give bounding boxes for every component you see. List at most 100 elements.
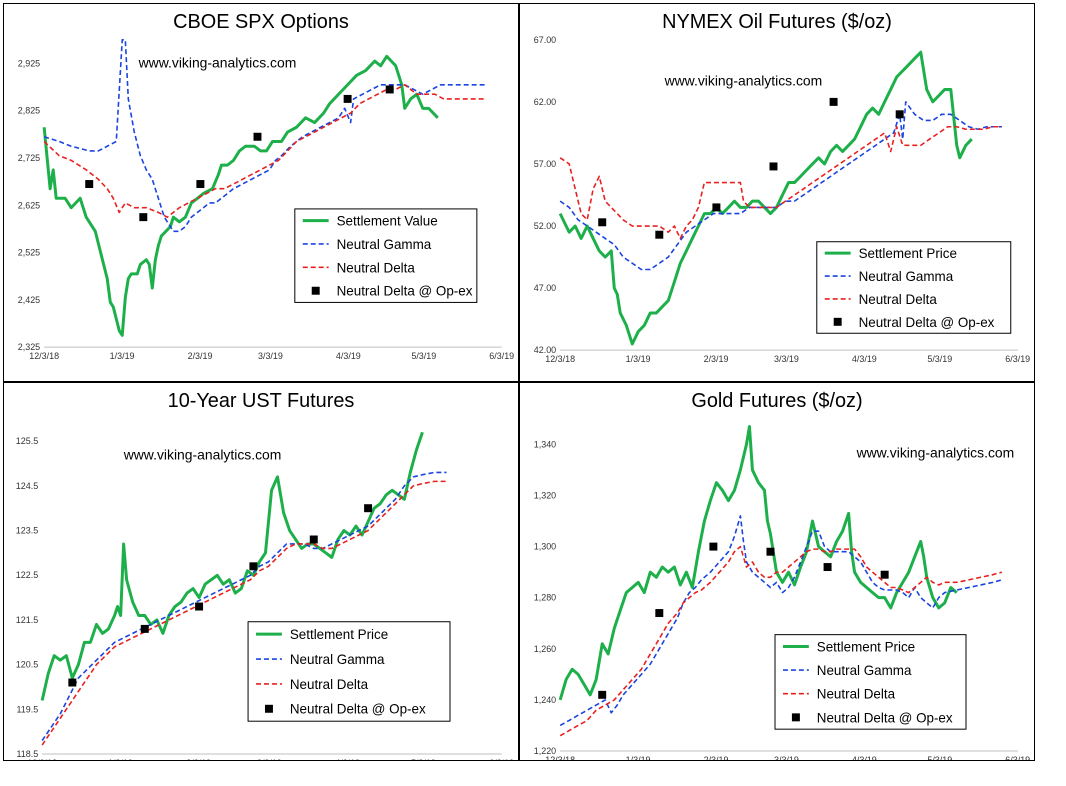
legend-label: Neutral Gamma [817, 663, 912, 678]
op-ex-marker [769, 162, 778, 171]
op-ex-marker [364, 504, 373, 513]
legend-marker-swatch [833, 317, 842, 326]
chart-title: Gold Futures ($/oz) [691, 390, 862, 412]
x-tick-label: 5/3/19 [927, 755, 952, 760]
x-tick-label: 4/3/19 [852, 354, 877, 364]
x-tick-label: 2/3/19 [704, 755, 729, 760]
x-tick-label: 12/3/18 [29, 351, 59, 361]
chart-title: 10-Year UST Futures [168, 390, 355, 412]
settlement-series-line [42, 54, 439, 337]
legend-label: Neutral Gamma [337, 237, 432, 252]
y-tick-label: 2,525 [18, 248, 40, 258]
watermark-text: www.viking-analytics.com [856, 445, 1015, 461]
y-tick-label: 2,325 [18, 342, 40, 352]
x-tick-label: 5/3/19 [927, 354, 952, 364]
ust-chart: 10-Year UST Futures www.viking-analytics.… [16, 390, 514, 760]
spx-chart: CBOE SPX Options www.viking-analytics.com… [18, 11, 514, 361]
oil-chart: NYMEX Oil Futures ($/oz) www.viking-analy… [534, 11, 1030, 364]
x-tick-label: 1/3/19 [110, 351, 135, 361]
x-tick-label: 2/3/19 [186, 758, 211, 760]
legend-label: Neutral Delta [859, 292, 938, 307]
legend-label: Neutral Delta @ Op-ex [290, 702, 426, 717]
y-tick-label: 62.00 [534, 97, 556, 107]
y-tick-label: 67.00 [534, 35, 556, 45]
op-ex-marker [598, 690, 607, 699]
op-ex-marker [655, 230, 664, 239]
legend-marker-swatch [791, 713, 800, 722]
x-tick-label: 1/3/19 [108, 758, 133, 760]
legend: Settlement Price Neutral Gamma Neutral Del… [774, 634, 967, 730]
watermark-text: www.viking-analytics.com [123, 447, 282, 463]
y-tick-label: 1,320 [534, 490, 556, 500]
legend-label: Neutral Gamma [290, 652, 385, 667]
op-ex-marker [598, 218, 607, 227]
legend-label: Neutral Delta @ Op-ex [817, 710, 953, 725]
y-tick-label: 42.00 [534, 345, 556, 355]
x-tick-label: 4/3/19 [336, 351, 361, 361]
chart-panel-spx: CBOE SPX Options www.viking-analytics.com… [3, 3, 519, 382]
op-ex-marker [139, 213, 148, 222]
y-tick-label: 52.00 [534, 221, 556, 231]
chart-panel-oil: NYMEX Oil Futures ($/oz) www.viking-analy… [519, 3, 1035, 382]
settlement-series-line [558, 424, 958, 701]
x-tick-label: 6/3/19 [1005, 354, 1030, 364]
chart-panel-ust: 10-Year UST Futures www.viking-analytics.… [3, 382, 519, 761]
legend-label: Neutral Gamma [859, 269, 954, 284]
y-tick-label: 57.00 [534, 159, 556, 169]
neutral-delta-series-line [41, 480, 447, 746]
watermark-text: www.viking-analytics.com [138, 55, 297, 71]
op-ex-marker [68, 678, 77, 687]
y-tick-label: 118.5 [16, 749, 38, 759]
op-ex-marker [823, 563, 832, 572]
y-tick-label: 124.5 [16, 481, 38, 491]
y-tick-label: 47.00 [534, 283, 556, 293]
settlement-series-line [558, 50, 973, 346]
legend: Settlement Value Neutral Gamma Neutral Del… [294, 208, 478, 303]
y-tick-label: 120.5 [16, 660, 38, 670]
legend-box [774, 634, 967, 730]
x-tick-label: 6/3/19 [1005, 755, 1030, 760]
x-tick-label: 12/3/18 [545, 755, 575, 760]
x-tick-label: 6/3/19 [489, 351, 514, 361]
x-tick-label: 1/3/19 [626, 755, 651, 760]
op-ex-marker [895, 110, 904, 119]
y-tick-label: 122.5 [16, 570, 38, 580]
op-ex-marker [343, 94, 352, 103]
y-tick-label: 2,825 [18, 106, 40, 116]
y-tick-label: 123.5 [16, 526, 38, 536]
x-tick-label: 2/3/19 [188, 351, 213, 361]
x-tick-label: 3/3/19 [774, 755, 799, 760]
legend-box [247, 621, 451, 722]
settlement-series-line [40, 431, 424, 701]
y-tick-label: 2,725 [18, 153, 40, 163]
op-ex-marker [829, 97, 838, 106]
op-ex-marker [196, 180, 205, 189]
x-tick-label: 4/3/19 [852, 755, 877, 760]
y-tick-label: 1,220 [534, 746, 556, 756]
legend-label: Neutral Delta @ Op-ex [337, 284, 473, 299]
gold-chart: Gold Futures ($/oz) www.viking-analytics.… [534, 390, 1030, 760]
y-tick-label: 125.5 [16, 436, 38, 446]
x-tick-label: 6/3/19 [489, 758, 514, 760]
x-tick-label: 5/3/19 [411, 351, 436, 361]
watermark-text: www.viking-analytics.com [664, 73, 823, 89]
legend-label: Neutral Delta [817, 687, 896, 702]
legend-label: Settlement Price [817, 639, 915, 654]
y-tick-label: 2,925 [18, 58, 40, 68]
op-ex-marker [309, 535, 318, 544]
op-ex-marker [766, 547, 775, 556]
x-tick-label: 12/3/18 [545, 354, 575, 364]
op-ex-marker [712, 203, 721, 212]
x-tick-label: 3/3/19 [257, 758, 282, 760]
legend-marker-swatch [311, 286, 320, 295]
y-tick-label: 1,240 [534, 695, 556, 705]
x-tick-label: 3/3/19 [258, 351, 283, 361]
chart-title: NYMEX Oil Futures ($/oz) [662, 11, 892, 33]
neutral-gamma-series-line [559, 515, 1003, 727]
legend-label: Neutral Delta [337, 260, 416, 275]
legend-label: Settlement Value [337, 214, 438, 229]
y-tick-label: 1,260 [534, 644, 556, 654]
neutral-delta-series-line [559, 545, 1003, 737]
x-tick-label: 3/3/19 [774, 354, 799, 364]
neutral-gamma-series-line [559, 101, 1002, 271]
